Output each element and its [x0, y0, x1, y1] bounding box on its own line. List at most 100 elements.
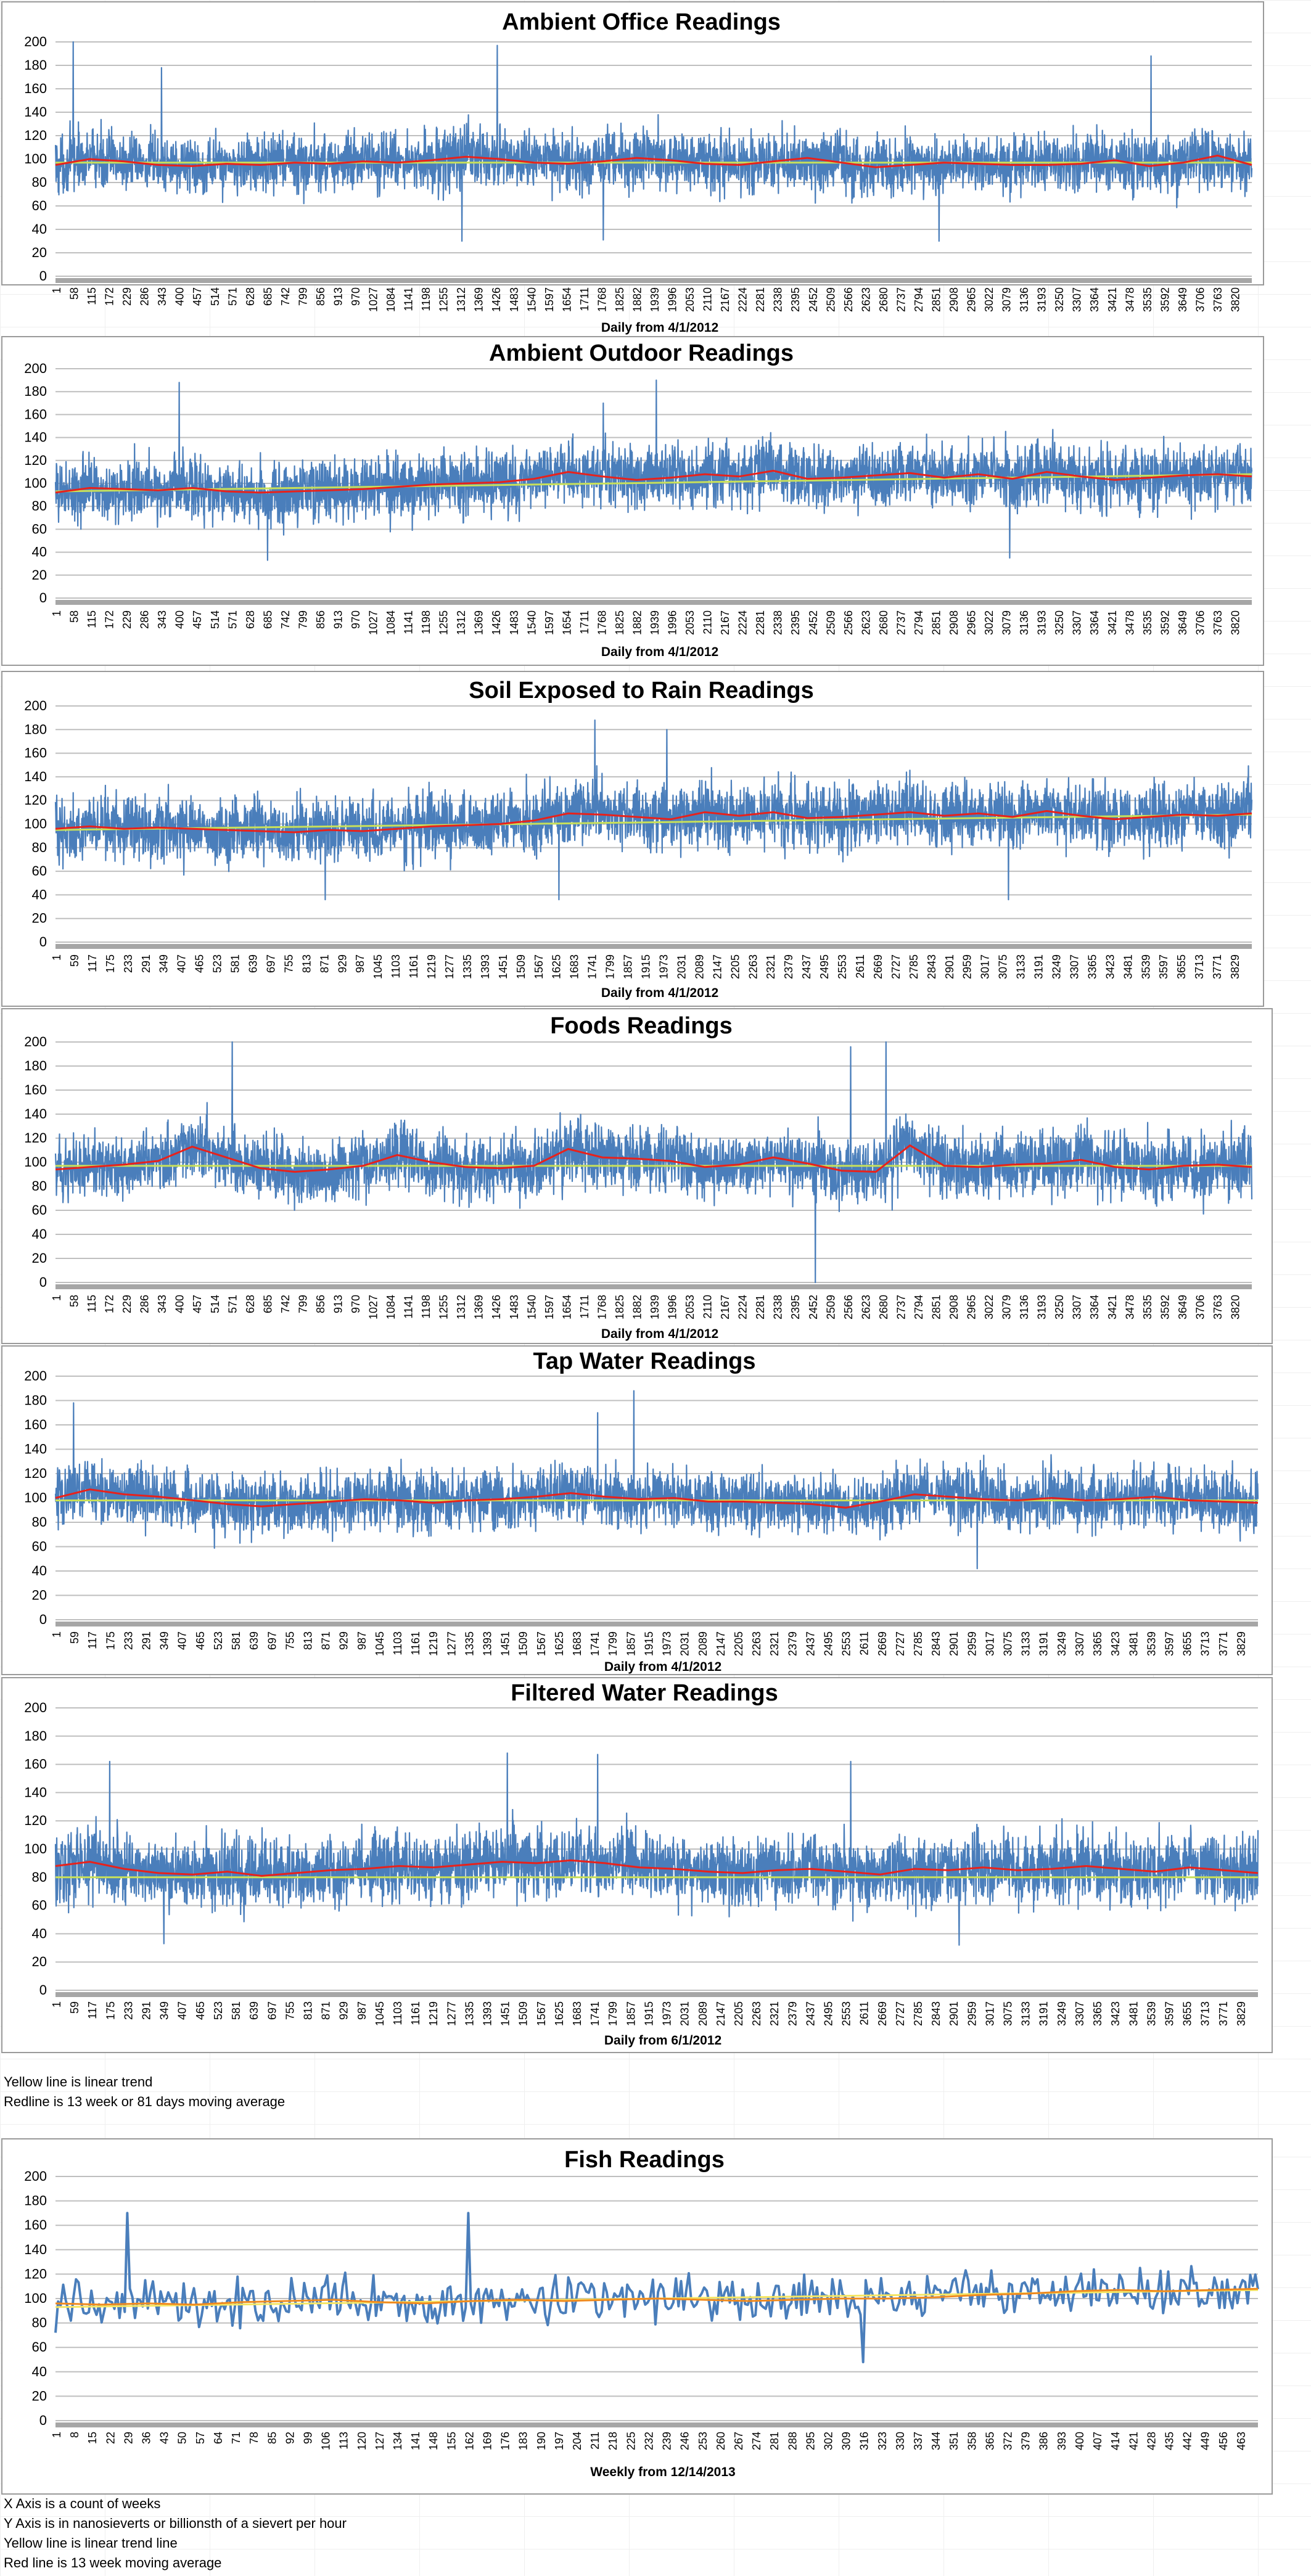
chart-title: Fish Readings	[564, 2147, 725, 2173]
x-tick-label: 1597	[543, 610, 556, 635]
x-tick-label: 1996	[667, 287, 679, 312]
x-tick-label: 2680	[877, 287, 890, 312]
x-tick-label: 3713	[1193, 954, 1206, 979]
x-tick-label: 3713	[1199, 1631, 1212, 1656]
y-tick-label: 140	[24, 104, 47, 120]
series-readings-line	[54, 1041, 1253, 1284]
x-tick-label: 3421	[1106, 287, 1119, 312]
x-tick-label: 1567	[533, 954, 545, 979]
x-tick-label: 1219	[427, 1631, 440, 1656]
x-tick-label: 8	[68, 2432, 81, 2438]
x-tick-label: 1141	[403, 610, 415, 634]
y-tick-label: 180	[24, 1393, 47, 1408]
x-tick-label: 3481	[1127, 1631, 1140, 1656]
x-tick-label: 856	[314, 287, 327, 306]
y-tick-label: 60	[32, 863, 47, 879]
y-tick-label: 180	[24, 2193, 47, 2209]
x-tick-label: 639	[248, 1631, 260, 1650]
x-tick-label: 400	[174, 610, 186, 629]
x-tick-label: 2901	[948, 1631, 960, 1656]
x-tick-label: 2727	[894, 2001, 906, 2026]
y-tick-label: 200	[24, 1368, 47, 1384]
x-tick-label: 3597	[1157, 954, 1170, 979]
x-tick-label: 3079	[1001, 287, 1013, 312]
x-tick-label: 3307	[1071, 610, 1083, 635]
x-tick-label: 286	[139, 1295, 151, 1313]
y-tick-label: 100	[24, 1154, 47, 1170]
x-tick-label: 1103	[392, 2001, 404, 2025]
x-tick-label: 1741	[586, 954, 599, 979]
x-tick-label: 1426	[490, 287, 503, 312]
x-tick-label: 1393	[482, 1631, 494, 1656]
x-tick-label: 365	[984, 2432, 996, 2450]
x-tick-label: 2437	[804, 2001, 816, 2026]
x-tick-label: 799	[297, 1295, 309, 1313]
x-tick-label: 295	[804, 2432, 816, 2450]
x-tick-label: 1	[51, 2001, 63, 2008]
y-tick-label: 20	[32, 1588, 47, 1603]
x-tick-label: 2110	[702, 1295, 714, 1319]
y-tick-label: 20	[32, 245, 47, 260]
y-tick-label: 160	[24, 745, 47, 761]
x-tick-label: 407	[176, 2001, 189, 2020]
x-tick-label: 1	[51, 1631, 63, 1638]
x-tick-label: 3649	[1177, 610, 1189, 635]
x-tick-label: 2553	[836, 954, 849, 979]
x-tick-label: 1451	[499, 2001, 512, 2026]
x-tick-label: 2379	[783, 954, 795, 979]
x-tick-label: 1683	[571, 1631, 583, 1656]
x-tick-label: 2110	[702, 287, 714, 311]
chart-title: Ambient Outdoor Readings	[489, 340, 794, 366]
note-red-line: Redline is 13 week or 81 days moving ave…	[4, 2094, 286, 2109]
x-tick-label: 1996	[667, 610, 679, 635]
x-axis-line	[55, 1992, 1258, 1997]
x-tick-label: 929	[336, 954, 348, 973]
x-tick-label: 929	[338, 1631, 350, 1650]
x-tick-label: 755	[284, 2001, 296, 2020]
x-tick-label: 3706	[1194, 287, 1206, 312]
x-tick-label: 3421	[1106, 610, 1119, 635]
x-tick-label: 1335	[463, 2001, 475, 2026]
x-tick-label: 3191	[1038, 2001, 1050, 2026]
x-tick-label: 2509	[824, 610, 837, 635]
x-tick-label: 3364	[1088, 1295, 1101, 1319]
x-tick-label: 1799	[607, 2001, 619, 2026]
x-tick-label: 2908	[948, 1295, 960, 1319]
x-tick-label: 1369	[473, 287, 485, 312]
x-tick-label: 628	[244, 1295, 257, 1313]
y-tick-label: 100	[24, 475, 47, 491]
y-tick-label: 100	[24, 816, 47, 832]
x-tick-label: 134	[392, 2432, 404, 2450]
x-tick-label: 2205	[733, 1631, 745, 1656]
x-tick-label: 1882	[631, 287, 643, 312]
x-tick-label: 523	[212, 2001, 224, 2020]
x-tick-label: 302	[822, 2432, 834, 2450]
x-tick-label: 117	[86, 954, 99, 972]
y-tick-label: 120	[24, 1813, 47, 1828]
x-tick-label: 697	[266, 1631, 278, 1650]
x-tick-label: 2851	[930, 610, 942, 635]
x-tick-label: 120	[356, 2432, 368, 2450]
x-tick-label: 3539	[1145, 1631, 1157, 1656]
x-tick-label: 281	[768, 2432, 781, 2450]
x-tick-label: 856	[314, 610, 327, 629]
x-tick-label: 246	[679, 2432, 691, 2450]
x-tick-label: 3136	[1018, 287, 1030, 312]
y-tick-label: 140	[24, 769, 47, 784]
x-tick-label: 3249	[1056, 1631, 1068, 1656]
x-tick-label: 435	[1163, 2432, 1175, 2450]
x-tick-label: 1625	[553, 1631, 565, 1656]
x-tick-label: 3017	[979, 954, 992, 979]
x-tick-label: 2495	[822, 1631, 834, 1656]
x-tick-label: 172	[104, 1295, 116, 1313]
x-tick-label: 1198	[420, 610, 432, 634]
x-tick-label: 414	[1109, 2432, 1122, 2450]
x-tick-label: 3713	[1199, 2001, 1212, 2026]
y-tick-label: 120	[24, 128, 47, 143]
x-tick-label: 2224	[737, 610, 749, 635]
x-tick-label: 2031	[679, 2001, 691, 2026]
x-tick-label: 3250	[1053, 610, 1066, 635]
y-tick-label: 60	[32, 198, 47, 213]
x-tick-label: 2901	[948, 2001, 960, 2026]
y-tick-label: 120	[24, 453, 47, 468]
